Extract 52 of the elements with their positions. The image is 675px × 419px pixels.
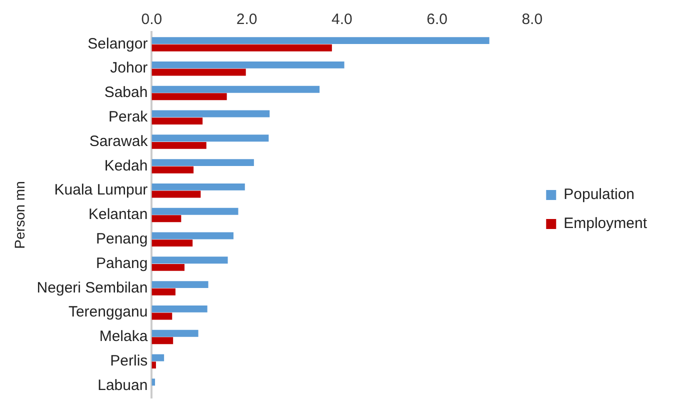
- y-tick-label: Selangor: [88, 35, 148, 52]
- bar: [152, 288, 176, 296]
- bar: [152, 281, 208, 288]
- y-tick-label: Perak: [108, 108, 148, 126]
- x-tick-label: 4.0: [331, 11, 352, 28]
- bar: [152, 256, 228, 264]
- y-tick-label: Sabah: [104, 84, 148, 102]
- bar: [152, 337, 174, 344]
- bar: [152, 330, 198, 337]
- bar: [152, 110, 270, 118]
- y-tick-label: Terengganu: [68, 304, 148, 321]
- x-tick-label: 0.0: [141, 11, 162, 28]
- y-axis-title: Person mn: [11, 181, 28, 249]
- bar: [152, 142, 206, 149]
- bar: [152, 264, 184, 271]
- bar: [152, 183, 245, 190]
- bar: [152, 61, 344, 68]
- y-tick-label: Melaka: [99, 328, 148, 346]
- bar: [152, 159, 254, 166]
- y-tick-label: Kuala Lumpur: [54, 182, 148, 199]
- bar: [152, 378, 156, 386]
- y-tick-label: Perlis: [110, 352, 148, 370]
- bar: [152, 215, 182, 222]
- y-tick-label: Sarawak: [89, 132, 148, 150]
- legend-label: Population: [564, 186, 635, 204]
- bar: [152, 86, 320, 93]
- bar: [152, 44, 332, 52]
- y-tick-label: Kedah: [104, 157, 148, 174]
- x-tick-label: 2.0: [236, 11, 258, 28]
- y-tick-label: Johor: [110, 60, 148, 77]
- bar: [152, 166, 194, 174]
- bar: [152, 208, 238, 215]
- y-tick-label: Penang: [96, 230, 148, 248]
- bar: [152, 305, 208, 312]
- bar: [152, 240, 193, 247]
- bar: [152, 134, 269, 142]
- bar: [152, 362, 156, 369]
- bar: [152, 312, 172, 320]
- bar: [152, 118, 203, 125]
- bar: [152, 190, 201, 198]
- y-tick-label: Kelantan: [88, 206, 148, 224]
- y-tick-label: Pahang: [96, 254, 148, 272]
- y-tick-label: Negeri Sembilan: [36, 279, 148, 296]
- bar: [152, 232, 234, 240]
- y-tick-label: Labuan: [98, 376, 148, 394]
- x-tick-label: 8.0: [522, 11, 543, 28]
- bar: [152, 68, 246, 76]
- legend-label: Employment: [564, 215, 648, 232]
- bar: [152, 93, 227, 100]
- bar: [152, 354, 164, 362]
- x-tick-label: 6.0: [426, 11, 448, 28]
- bar: [152, 37, 490, 44]
